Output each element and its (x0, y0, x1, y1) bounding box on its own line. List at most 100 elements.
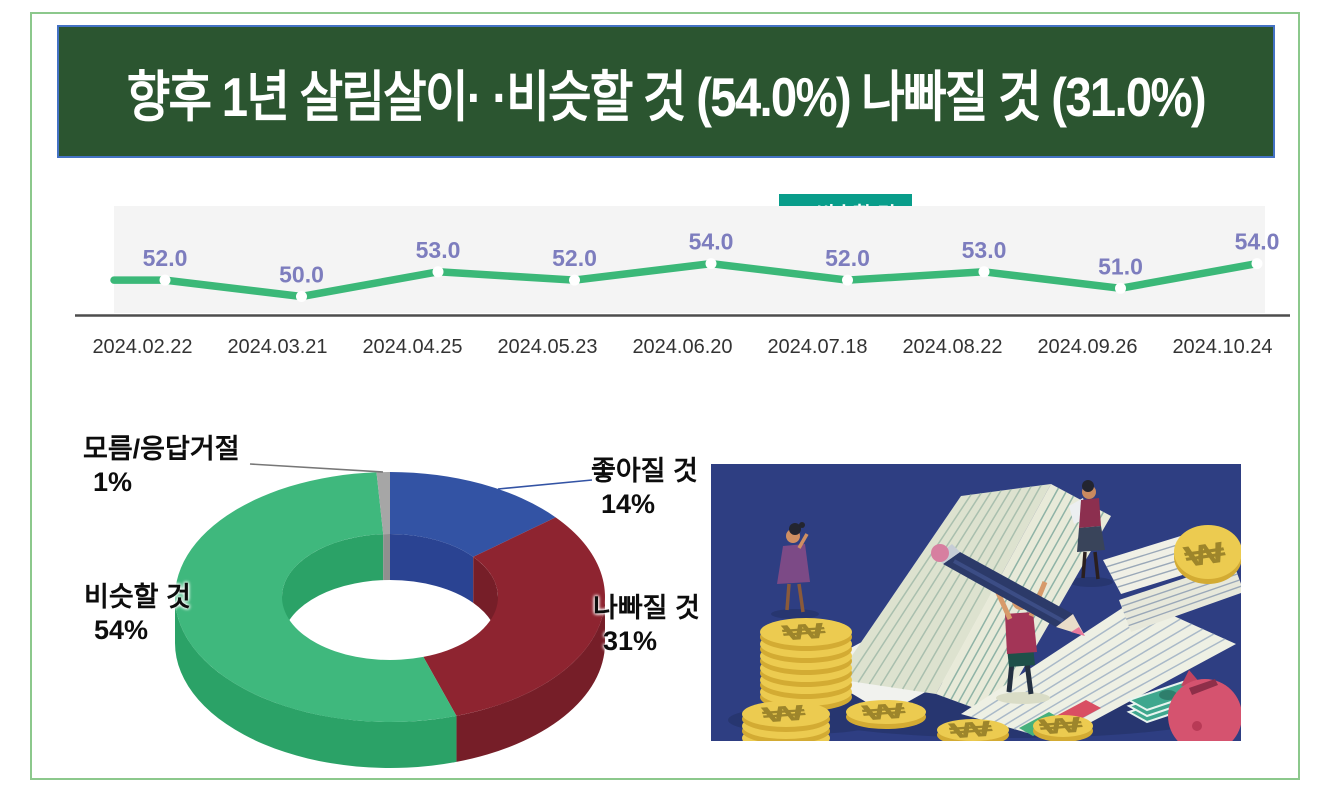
trend-line-chart: 52.0 50.0 53.0 52.0 54.0 52.0 53.0 51.0 54.0 (75, 206, 1290, 317)
piggy-bank (1168, 679, 1241, 741)
pie-label-unknown: 모름/응답거절 1% (83, 433, 240, 499)
person-shirt (1005, 612, 1037, 654)
data-point-label: 54.0 (1235, 229, 1280, 255)
donut-slice-worse (423, 517, 605, 716)
pie-label-better: 좋아질 것 14% (591, 455, 698, 521)
donut-outer-wall-same (175, 597, 457, 768)
banknote-emblem (1159, 690, 1177, 700)
data-point-marker (569, 274, 580, 286)
pie-label-unknown-pct: 1% (93, 467, 133, 497)
x-axis-label: 2024.08.22 (902, 336, 1003, 358)
ledger-rule-line (913, 486, 1032, 692)
donut-outer-wall-worse (456, 597, 605, 762)
donut-slice-better (390, 472, 556, 557)
leader-line-better (497, 479, 593, 490)
coin (760, 618, 852, 646)
data-point-label: 53.0 (962, 237, 1007, 263)
x-axis-label: 2024.03.21 (227, 336, 328, 358)
donut-inner-wall-better (390, 534, 474, 603)
data-point-marker (705, 258, 717, 270)
x-axis-label: 2024.07.18 (767, 336, 868, 358)
figure-hair-bun (799, 522, 805, 528)
figure-leg (1081, 551, 1087, 579)
person-leg (1024, 662, 1034, 695)
headline-banner: 향후 1년 살림살이· ·비슷할 것 (54.0%) 나빠질 것 (31.0%) (57, 25, 1275, 158)
coin (1033, 715, 1093, 737)
pie-label-same-name: 비슷할 것 (84, 582, 191, 612)
ledger-flat-page (961, 599, 1236, 741)
figure-hair (789, 523, 801, 535)
won-symbol: ₩ (946, 717, 996, 741)
ledger-rule-line (846, 494, 972, 682)
donut-inner-wall-same (282, 534, 384, 643)
pie-label-worse-pct: 31% (603, 626, 658, 656)
donut-slice-same (174, 472, 457, 722)
x-axis-label: 2024.05.23 (497, 336, 598, 358)
person-leg (1006, 661, 1015, 693)
person-shadow (996, 692, 1050, 704)
donut-inner-wall-unknown (383, 534, 390, 581)
won-symbol: ₩ (859, 699, 909, 726)
figure-dress (777, 544, 810, 584)
donut-slice-unknown (376, 472, 390, 535)
data-point-label: 50.0 (279, 262, 324, 288)
pencil-lead (1071, 627, 1085, 636)
x-axis-label: 2024.09.26 (1037, 336, 1138, 358)
x-axis-label: 2024.04.25 (362, 336, 463, 358)
pie-label-unknown-name: 모름/응답거절 (83, 434, 240, 464)
figure-skirt (1077, 526, 1105, 552)
pencil-eraser (931, 544, 949, 562)
coin (846, 700, 926, 724)
pie-label-better-name: 좋아질 것 (591, 456, 698, 486)
pie-label-worse-name: 나빠질 것 (593, 593, 700, 623)
trend-line (110, 259, 1261, 301)
x-axis-label: 2024.02.22 (92, 336, 193, 358)
data-point-label: 52.0 (143, 245, 188, 271)
data-point-marker (1115, 282, 1126, 294)
coin (742, 701, 830, 727)
x-axis-label: 2024.10.24 (1172, 336, 1273, 358)
donut-chart (174, 463, 605, 768)
figure-top (1079, 498, 1101, 528)
data-point-marker (842, 274, 853, 286)
data-point-label: 52.0 (552, 245, 597, 271)
headline-text: 향후 1년 살림살이· ·비슷할 것 (54.0%) 나빠질 것 (31.0%) (126, 65, 1207, 128)
ledger-rule-line (902, 487, 1022, 690)
data-point-marker (296, 291, 307, 302)
leader-line-unknown (249, 463, 384, 473)
finance-ledger-illustration: ₩₩ ₩₩ ₩₩ (711, 464, 1241, 741)
pie-label-worse: 나빠질 것 31% (593, 592, 700, 658)
won-symbol: ₩ (759, 701, 809, 728)
data-point-marker (432, 266, 444, 278)
figure-shadow (771, 609, 819, 619)
figure-shadow (1069, 577, 1113, 587)
ledger-rule-line (868, 491, 992, 685)
data-point-label: 52.0 (825, 245, 870, 271)
data-point-marker (978, 266, 990, 278)
x-axis-labels: 2024.02.22 2024.03.21 2024.04.25 2024.05.23… (75, 336, 1290, 362)
won-symbol: ₩ (1036, 713, 1086, 740)
piggy-coin-slot (1189, 679, 1218, 695)
data-point-label: 51.0 (1098, 253, 1143, 279)
ledger-rule-line (924, 484, 1042, 693)
ledger-rule-line (1013, 623, 1192, 730)
ledger-rule-line (857, 492, 982, 683)
ledger-rule-line (992, 613, 1170, 724)
ledger-rule-line (1023, 628, 1204, 733)
pie-label-better-pct: 14% (601, 489, 656, 519)
figure-leg (1093, 551, 1100, 580)
data-point-label: 54.0 (689, 229, 734, 255)
pencil-stripe (953, 559, 1064, 623)
pie-label-same: 비슷할 것 54% (84, 581, 191, 647)
piggy-detail (1192, 721, 1202, 731)
coin (937, 719, 1009, 741)
ledger-rule-line (1128, 585, 1241, 627)
figure-leg (785, 583, 791, 611)
won-symbol: ₩ (779, 619, 829, 646)
ledger-standing-page-back (836, 484, 1051, 694)
pie-label-same-pct: 54% (94, 615, 149, 645)
x-axis-label: 2024.06.20 (632, 336, 733, 358)
coin (1174, 525, 1241, 579)
figure-hair (1082, 480, 1094, 492)
data-point-label: 53.0 (416, 237, 461, 263)
